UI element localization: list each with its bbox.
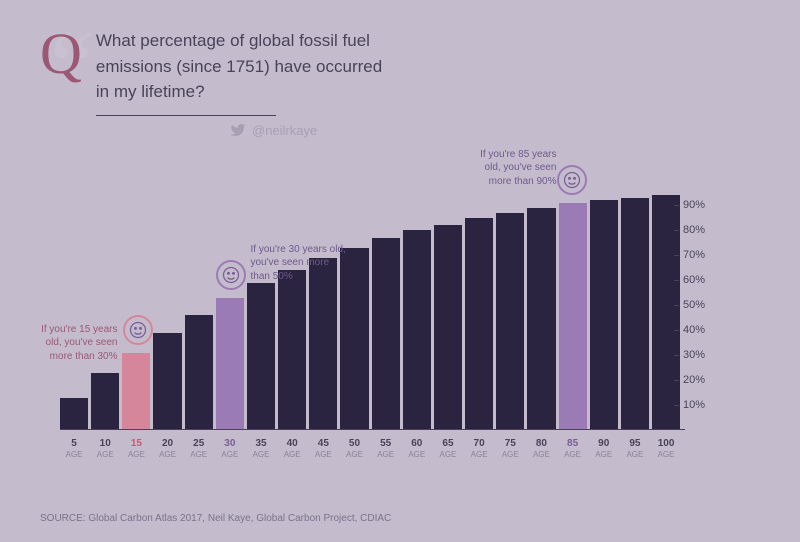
y-tick: 80%: [674, 224, 705, 236]
x-label: 10AGE: [91, 438, 119, 460]
bar-age-15: [122, 353, 150, 431]
bar-age-5: [60, 398, 88, 431]
x-label: 55AGE: [372, 438, 400, 460]
bar-age-30: [216, 298, 244, 431]
x-label: 100AGE: [652, 438, 680, 460]
y-tick: 30%: [674, 349, 705, 361]
bars-container: [60, 180, 680, 430]
callout-text: If you're 30 years old, you've seen more…: [251, 243, 351, 284]
x-label: 20AGE: [153, 438, 181, 460]
callout-text: If you're 85 years old, you've seen more…: [472, 148, 557, 189]
bar-age-45: [309, 258, 337, 431]
y-tick: 10%: [674, 399, 705, 411]
x-label: 5AGE: [60, 438, 88, 460]
bar-age-25: [185, 315, 213, 430]
y-tick: 50%: [674, 299, 705, 311]
bar-age-35: [247, 283, 275, 431]
bar-age-75: [496, 213, 524, 431]
x-label: 65AGE: [434, 438, 462, 460]
x-label: 40AGE: [278, 438, 306, 460]
header: “ Q What percentage of global fossil fue…: [40, 28, 760, 116]
bar-age-95: [621, 198, 649, 431]
twitter-attribution: @neilrkaye: [230, 122, 760, 138]
x-label: 45AGE: [309, 438, 337, 460]
title-underline: [96, 115, 276, 117]
bar-age-80: [527, 208, 555, 431]
x-label: 85AGE: [559, 438, 587, 460]
face-icon: [216, 260, 246, 290]
y-tick: 60%: [674, 274, 705, 286]
bar-age-55: [372, 238, 400, 431]
bar-age-20: [153, 333, 181, 431]
bar-age-60: [403, 230, 431, 430]
bar-age-90: [590, 200, 618, 430]
bar-age-40: [278, 270, 306, 430]
x-label: 35AGE: [247, 438, 275, 460]
bar-age-65: [434, 225, 462, 430]
x-label: 15AGE: [122, 438, 150, 460]
x-axis-labels: 5AGE10AGE15AGE20AGE25AGE30AGE35AGE40AGE4…: [60, 438, 680, 460]
x-label: 60AGE: [403, 438, 431, 460]
y-tick: 70%: [674, 249, 705, 261]
x-label: 75AGE: [496, 438, 524, 460]
x-label: 50AGE: [340, 438, 368, 460]
twitter-icon: [230, 122, 246, 138]
x-label: 25AGE: [185, 438, 213, 460]
bar-age-70: [465, 218, 493, 431]
y-axis: 10% 20% 30% 40% 50% 60% 70% 80% 90%: [665, 180, 705, 430]
y-tick: 20%: [674, 374, 705, 386]
twitter-handle: @neilrkaye: [252, 123, 317, 138]
x-label: 95AGE: [621, 438, 649, 460]
chart-title: What percentage of global fossil fuel em…: [96, 28, 396, 105]
x-label: 70AGE: [465, 438, 493, 460]
x-label: 30AGE: [216, 438, 244, 460]
bar-age-10: [91, 373, 119, 431]
source-citation: SOURCE: Global Carbon Atlas 2017, Neil K…: [40, 513, 391, 524]
y-tick: 90%: [674, 199, 705, 211]
x-label: 80AGE: [527, 438, 555, 460]
bar-age-85: [559, 203, 587, 431]
face-icon: [557, 165, 587, 195]
callout-text: If you're 15 years old, you've seen more…: [38, 323, 118, 364]
x-label: 90AGE: [590, 438, 618, 460]
x-axis-line: [60, 429, 685, 430]
bar-chart: 10% 20% 30% 40% 50% 60% 70% 80% 90% 5AGE10AGE15A…: [60, 180, 740, 460]
y-tick: 40%: [674, 324, 705, 336]
q-letter: Q: [40, 21, 82, 86]
face-icon: [123, 315, 153, 345]
